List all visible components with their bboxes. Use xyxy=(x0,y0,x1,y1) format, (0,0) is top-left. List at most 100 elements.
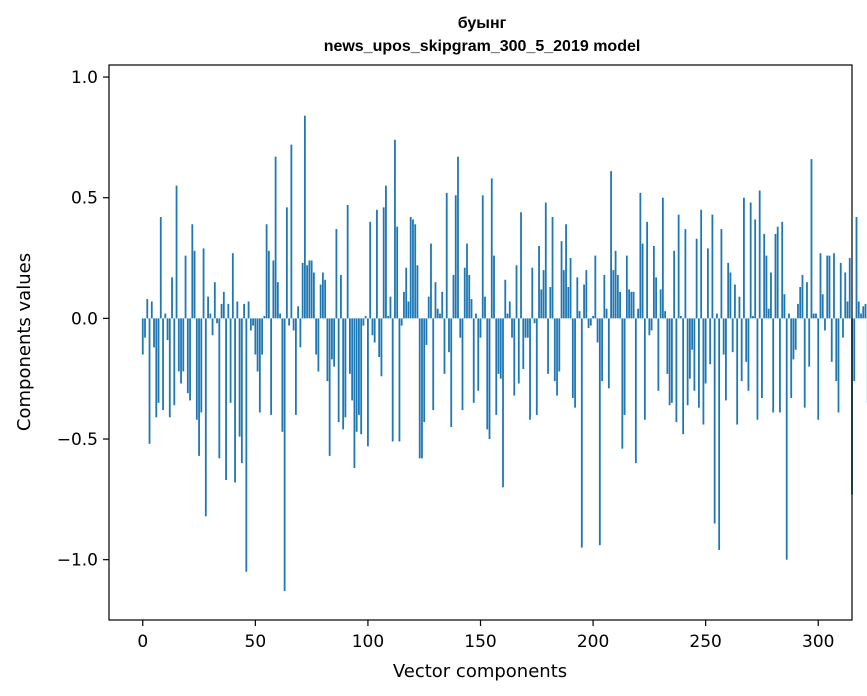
bar-285 xyxy=(783,294,786,319)
bar-93 xyxy=(351,318,354,401)
bar-116 xyxy=(403,291,405,319)
y-tick-label: 0.0 xyxy=(71,309,98,329)
bar-262 xyxy=(731,318,734,353)
bar-66 xyxy=(290,144,293,319)
bar-242 xyxy=(686,318,689,406)
bar-270 xyxy=(749,202,752,319)
bar-321 xyxy=(864,303,867,319)
bar-34 xyxy=(218,318,221,459)
bar-273 xyxy=(756,318,759,420)
bar-212 xyxy=(619,291,621,319)
bar-118 xyxy=(407,301,410,319)
bar-3 xyxy=(148,318,151,444)
bar-88 xyxy=(340,274,342,319)
bar-257 xyxy=(720,229,723,319)
bar-22 xyxy=(191,224,194,319)
y-tick-label: −0.5 xyxy=(57,430,98,450)
bar-305 xyxy=(828,255,831,319)
bar-205 xyxy=(603,274,606,319)
bar-172 xyxy=(529,318,531,420)
bar-79 xyxy=(319,284,322,319)
bar-24 xyxy=(195,318,198,420)
bar-176 xyxy=(538,245,540,319)
bar-15 xyxy=(175,185,178,319)
bar-272 xyxy=(754,219,757,319)
bar-283 xyxy=(779,318,781,413)
bar-220 xyxy=(637,308,640,319)
bar-2 xyxy=(146,299,149,319)
bar-148 xyxy=(475,313,477,319)
bar-201 xyxy=(594,255,597,319)
bar-248 xyxy=(700,209,703,319)
bar-174 xyxy=(533,318,536,324)
chart-title-line-1: буынг xyxy=(458,15,507,32)
bar-208 xyxy=(610,171,612,319)
bar-189 xyxy=(567,287,570,319)
y-tick-label: −1.0 xyxy=(57,551,98,571)
bar-259 xyxy=(725,318,727,401)
bar-187 xyxy=(562,270,565,319)
bar-18 xyxy=(182,318,185,372)
bar-294 xyxy=(803,318,806,408)
bar-193 xyxy=(576,277,579,319)
bar-89 xyxy=(342,318,345,430)
bar-241 xyxy=(684,229,687,319)
bar-221 xyxy=(639,192,642,319)
bar-37 xyxy=(225,318,227,481)
bar-178 xyxy=(542,270,545,319)
bar-54 xyxy=(263,315,266,319)
bar-295 xyxy=(806,282,808,319)
bar-123 xyxy=(418,318,421,459)
bar-68 xyxy=(294,318,297,415)
bar-4 xyxy=(150,301,153,319)
bar-138 xyxy=(452,274,455,319)
bar-293 xyxy=(801,274,804,319)
bar-263 xyxy=(734,284,736,319)
bar-50 xyxy=(254,318,257,355)
bar-200 xyxy=(592,315,594,319)
bar-44 xyxy=(240,318,243,464)
bar-63 xyxy=(283,318,286,592)
bar-297 xyxy=(810,159,813,319)
bar-27 xyxy=(202,248,205,319)
bar-289 xyxy=(792,318,795,360)
bar-249 xyxy=(702,318,705,425)
bar-133 xyxy=(441,291,444,319)
bar-222 xyxy=(641,243,644,319)
y-tick-label: 1.0 xyxy=(71,68,98,88)
bar-6 xyxy=(155,318,158,418)
bar-211 xyxy=(616,274,619,319)
bar-97 xyxy=(360,318,363,435)
y-axis-label: Components values xyxy=(14,253,35,431)
bar-255 xyxy=(716,313,718,319)
plot-frame xyxy=(108,64,853,621)
bar-153 xyxy=(486,318,489,430)
x-tick-label: 0 xyxy=(137,632,148,652)
bar-130 xyxy=(434,282,437,319)
bar-14 xyxy=(173,318,176,406)
bar-291 xyxy=(797,303,799,319)
bar-13 xyxy=(171,277,173,319)
bar-177 xyxy=(540,289,543,319)
bar-125 xyxy=(423,318,426,423)
bar-296 xyxy=(808,318,811,367)
bar-240 xyxy=(682,318,685,435)
bar-30 xyxy=(209,313,212,319)
bar-62 xyxy=(281,318,284,432)
bar-145 xyxy=(468,274,471,319)
bar-64 xyxy=(285,207,288,319)
bar-299 xyxy=(815,313,817,319)
bar-107 xyxy=(382,207,385,319)
x-axis-ticks: 0 50 100 150 200 250 300 xyxy=(137,620,834,652)
bar-190 xyxy=(569,258,572,319)
x-axis-label: Vector components xyxy=(393,661,567,682)
bar-10 xyxy=(164,313,167,319)
bar-52 xyxy=(258,318,261,413)
bar-112 xyxy=(394,139,396,319)
x-tick-label: 50 xyxy=(245,632,267,652)
bar-234 xyxy=(668,318,671,406)
x-tick-label: 300 xyxy=(802,632,834,652)
bar-159 xyxy=(499,318,502,379)
bar-95 xyxy=(355,318,358,432)
bar-292 xyxy=(799,287,802,319)
